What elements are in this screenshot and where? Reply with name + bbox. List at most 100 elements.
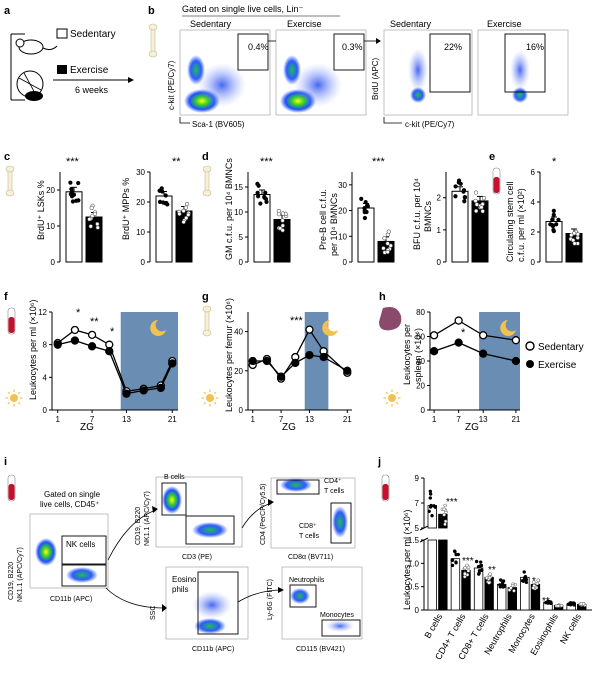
y-tick-label: 2 (531, 228, 536, 237)
y-tick-label: 0 (43, 406, 48, 415)
y-tick-label: 60 (416, 333, 425, 342)
y-tick-label: 20 (46, 186, 55, 195)
data-point (382, 236, 387, 241)
y-tick-label: 4 (43, 373, 48, 382)
star-j2: *** (462, 556, 474, 567)
data-point (480, 209, 485, 214)
y-tick-label: 4 (531, 198, 536, 207)
star-e: * (552, 156, 557, 168)
point-exercise (429, 347, 439, 356)
data-point (478, 560, 483, 564)
data-point (532, 580, 536, 584)
data-point (69, 189, 74, 194)
data-point (556, 604, 561, 608)
data-point (461, 188, 467, 193)
data-point (263, 196, 269, 202)
legend-exercise-marker (526, 360, 534, 368)
data-point (87, 217, 92, 222)
y-tick-label: 1.5 (408, 536, 420, 545)
panel-b-x2: c-kit (PE/Cy7) (405, 120, 455, 129)
star-h: * (461, 327, 466, 339)
legend-sedentary-marker (525, 341, 535, 351)
x-tick-label: 13 (122, 415, 131, 424)
line-chart-g: 0 20 40 1 7 13 21 (201, 312, 352, 424)
moon-icon (150, 320, 166, 336)
i-x-t: CD8α (BV711) (288, 554, 333, 561)
point-sedentary (70, 325, 80, 335)
point-exercise (87, 342, 97, 351)
axis-d1: GM c.f.u. per 10⁴ BMNCs (224, 158, 234, 260)
data-point (430, 513, 434, 518)
panel-a-duration: 6 weeks (75, 85, 109, 95)
star-f1: * (76, 307, 81, 319)
bone-icon (148, 23, 158, 58)
star-f3: * (110, 326, 115, 338)
spleen-icon (379, 307, 402, 331)
sun-ray (395, 401, 399, 405)
data-point (474, 202, 479, 207)
i-y-main2: NK1.1 (APC/Cy7) (17, 547, 24, 602)
data-point (184, 201, 190, 207)
data-point (443, 522, 447, 527)
data-point (95, 221, 100, 227)
data-point (184, 215, 189, 221)
line-sedentary (252, 328, 348, 380)
data-point (280, 218, 285, 223)
y-tick-label: 0 (343, 258, 348, 267)
data-point (280, 228, 285, 233)
star-c1: *** (66, 156, 80, 168)
flow-plot-i-bt: B cells (155, 474, 243, 548)
data-point (512, 589, 516, 593)
y-tick-label: 1 (437, 226, 442, 235)
sun-icon (201, 389, 219, 407)
y-tick-label: 0 (415, 606, 420, 615)
panel-label-e: e (489, 151, 495, 163)
data-point (454, 560, 458, 564)
y-tick-label: 5 (415, 524, 420, 533)
point-exercise (479, 349, 488, 358)
y-tick-label: 80 (416, 308, 425, 317)
data-point (462, 199, 467, 204)
x-category-label: B cells (422, 612, 444, 640)
y-tick-label: 20 (338, 207, 347, 216)
axis-c2: BrdU⁺ MPPs % (121, 178, 131, 240)
panel-label-b: b (148, 5, 155, 17)
star-j4: * (532, 576, 536, 587)
data-point (575, 232, 580, 237)
sun-core (206, 394, 214, 402)
data-point (462, 195, 468, 200)
x-tick-label: 1 (56, 415, 61, 424)
bar-sedentary (427, 539, 437, 611)
eos-label-2: phils (172, 585, 188, 594)
moon-icon (322, 320, 338, 336)
panel-label-a: a (4, 5, 11, 17)
star-c2: ** (172, 156, 181, 168)
panel-b-pct4: 16% (526, 42, 544, 52)
data-point (181, 208, 186, 213)
data-point (362, 210, 367, 215)
y-tick-label: 0 (141, 258, 146, 267)
bone-icon (202, 165, 212, 197)
y-tick-label: 40 (234, 328, 243, 337)
axis-d2a: Pre-B cell c.f.u. (318, 189, 328, 250)
panel-b-col3: Sedentary (390, 19, 432, 29)
i-y-t: CD4 (PerCP/Cy5.5) (260, 484, 267, 545)
y-tick-label: 10 (338, 232, 347, 241)
exercise-swatch (57, 65, 67, 74)
bar-chart-d3: 0 1 2 (437, 172, 489, 267)
axis-d3a: BFU c.f.u. per 10⁴ (412, 178, 422, 250)
blood-tube-icon (492, 167, 501, 195)
i-x-b: CD3 (PE) (182, 554, 212, 561)
data-point (465, 563, 469, 568)
y-tick-label: 10 (46, 222, 55, 231)
sun-core (10, 394, 18, 402)
y-tick-label: 0 (437, 258, 442, 267)
moon-shape (150, 320, 166, 336)
panel-b-x1: Sca-1 (BV605) (192, 120, 245, 129)
point-exercise (291, 358, 300, 368)
line-chart-h: 0 20 40 60 80 1 7 13 21 (383, 308, 521, 424)
panel-b-pct3: 22% (444, 42, 462, 52)
panel-label-j: j (377, 456, 381, 468)
star-d1: *** (260, 156, 274, 168)
panel-b-col2: Exercise (287, 19, 322, 29)
